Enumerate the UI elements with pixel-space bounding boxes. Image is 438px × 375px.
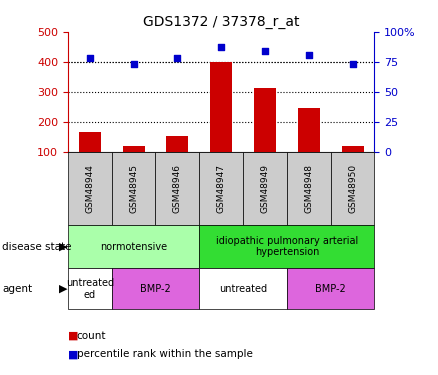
Bar xyxy=(166,136,188,182)
Bar xyxy=(123,146,145,182)
Text: ▶: ▶ xyxy=(59,242,68,252)
Point xyxy=(86,55,93,61)
Text: agent: agent xyxy=(2,284,32,294)
Text: untreated: untreated xyxy=(219,284,267,294)
Text: normotensive: normotensive xyxy=(100,242,167,252)
Point xyxy=(174,55,181,61)
Text: BMP-2: BMP-2 xyxy=(140,284,171,294)
Text: ■: ■ xyxy=(68,331,78,340)
Bar xyxy=(79,132,101,182)
Bar xyxy=(210,62,232,182)
Text: GSM48948: GSM48948 xyxy=(304,164,313,213)
Text: GSM48949: GSM48949 xyxy=(261,164,269,213)
Text: GSM48945: GSM48945 xyxy=(129,164,138,213)
Text: ■: ■ xyxy=(68,350,78,359)
Text: disease state: disease state xyxy=(2,242,72,252)
Text: count: count xyxy=(77,331,106,340)
Point xyxy=(305,52,312,58)
Bar xyxy=(342,146,364,182)
Bar xyxy=(254,88,276,182)
Point xyxy=(261,48,268,54)
Text: GSM48950: GSM48950 xyxy=(348,164,357,213)
Text: idiopathic pulmonary arterial
hypertension: idiopathic pulmonary arterial hypertensi… xyxy=(216,236,358,257)
Text: GSM48944: GSM48944 xyxy=(85,164,94,213)
Text: GSM48946: GSM48946 xyxy=(173,164,182,213)
Title: GDS1372 / 37378_r_at: GDS1372 / 37378_r_at xyxy=(143,15,300,30)
Bar xyxy=(298,108,320,182)
Text: percentile rank within the sample: percentile rank within the sample xyxy=(77,350,253,359)
Point xyxy=(349,61,356,67)
Text: ▶: ▶ xyxy=(59,284,68,294)
Point xyxy=(218,45,225,51)
Text: GSM48947: GSM48947 xyxy=(217,164,226,213)
Text: untreated
ed: untreated ed xyxy=(66,278,114,300)
Text: BMP-2: BMP-2 xyxy=(315,284,346,294)
Point xyxy=(130,61,137,67)
